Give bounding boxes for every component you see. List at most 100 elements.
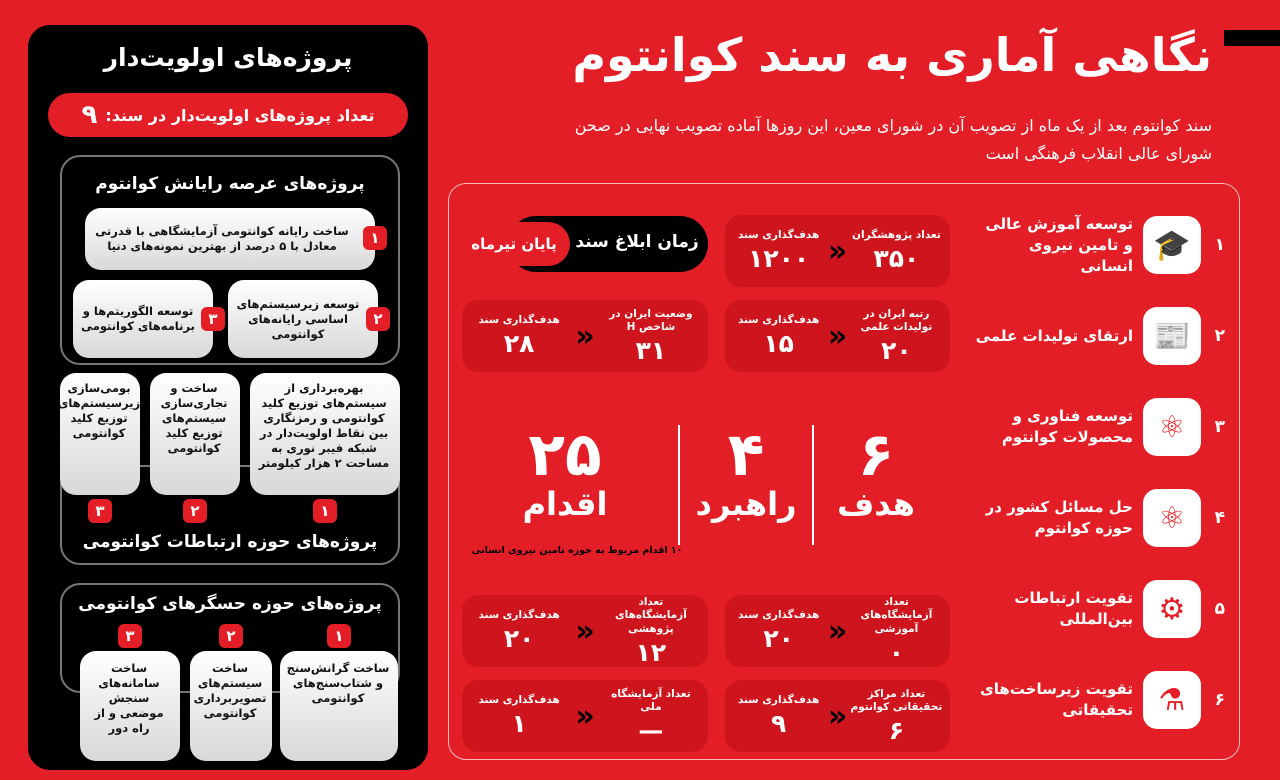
stat-target-label: هدف‌گذاری سند [478,694,560,707]
computing-box: پروژه‌های عرصه رایانش کوانتوم [60,155,400,365]
stat-target: هدف‌گذاری سند ۲۰ [733,609,825,652]
priority-projects-panel: پروژه‌های اولویت‌دار تعداد پروژه‌های اول… [28,25,428,770]
goal-item: ۴ ⚛ حل مسائل کشور در حوزه کوانتوم [975,483,1225,553]
project-number-badge: ۲ [219,624,243,648]
stat-target-label: هدف‌گذاری سند [737,229,820,242]
stat-value: ۲۰ [881,335,912,365]
count-label: تعداد پروژه‌های اولویت‌دار در سند: [105,105,375,125]
strategies-count: ۴ [727,420,765,490]
goal-text: حل مسائل کشور در حوزه کوانتوم [985,498,1133,537]
stat-label: وضعیت ایران در شاخص H [609,307,693,334]
summary-strategies: ۴ راهبرد [682,425,810,523]
goal-text: تقویت زیرساخت‌های تحقیقاتی [979,680,1133,719]
double-chevron-left-icon: « [827,318,848,354]
stat-card: وضعیت ایران در شاخص H ۳۱ « هدف‌گذاری سند ۲۸ [462,300,708,372]
stat-card: تعداد آزمایشگاه‌های پژوهشی ۱۲ « هدف‌گذاری س… [462,595,708,667]
communication-project-card: بومی‌سازی زیرسیستم‌های توزیع کلید کوانتو… [58,373,140,495]
goal-item: ۵ ⚙ تقویت ارتباطات بین‌المللی [975,574,1225,644]
stat-current: تعداد پژوهشگران ۳۵۰ [850,229,942,272]
double-chevron-left-icon: « [827,613,848,649]
page-title: نگاهی آماری به سند کوانتوم [572,28,1212,82]
sensors-project-card: ساخت سامانه‌های سنجش موضعی و از راه دور [80,651,180,761]
goal-text: تقویت ارتباطات بین‌المللی [1014,589,1133,628]
actions-count: ۲۵ [528,420,602,490]
stat-value: ۰ [888,637,905,667]
stat-current: وضعیت ایران در شاخص H ۳۱ [605,308,697,365]
goal-text: توسعه آموزش عالی و تامین نیروی انسانی [985,214,1133,275]
stat-card: تعداد آزمایشگاه‌های آموزشی ۰ «هدف‌گذاری سن… [725,595,950,667]
sensors-project-card: ساخت سیستم‌های تصویربرداری کوانتومی [190,651,272,761]
double-chevron-left-icon: « [827,698,848,734]
subtitle: سند کوانتوم بعد از یک ماه از تصویب آن در… [574,116,1212,163]
stat-card: تعداد آزمایشگاه ملی — « هدف‌گذاری سند ۱ [462,680,708,752]
stat-current: تعداد مراکز تحقیقاتی کوانتوم ۶ [850,688,942,745]
actions-note: ۱۰ اقدام مربوط به حوزه تامین نیروی انسان… [471,545,683,556]
goal-item: ۶ ⚗ تقویت زیرساخت‌های تحقیقاتی [975,665,1225,735]
stat-target-value: ۲۰ [763,624,794,654]
goal-text: توسعه فناوری و محصولات کوانتوم [1001,407,1133,446]
stat-value: — [638,715,664,745]
goal-number: ۱ [1214,235,1225,255]
project-number-badge: ۲ [366,307,390,331]
goal-number: ۳ [1214,417,1225,437]
goals-word: هدف [837,485,915,523]
stat-target: هدف‌گذاری سند ۱۵ [733,314,825,357]
release-label: زمان ابلاغ سند [575,232,699,252]
stat-target-label: هدف‌گذاری سند [737,694,820,707]
project-number-badge: ۱ [313,499,337,523]
stat-value: ۶ [888,715,905,745]
computing-project-card: توسعه الگوریتم‌ها و برنامه‌های کوانتومی [73,280,213,358]
stat-current: رتبه ایران در تولیدات علمی ۲۰ [850,308,942,365]
double-chevron-left-icon: « [575,698,595,734]
goals-count: ۶ [857,420,895,490]
stat-label: تعداد آزمایشگاه‌های آموزشی [860,595,933,636]
stat-value: ۳۱ [635,335,667,365]
stat-card: رتبه ایران در تولیدات علمی ۲۰ «هدف‌گذاری س… [725,300,950,372]
stat-target-label: هدف‌گذاری سند [478,314,560,327]
actions-word: اقدام [522,485,608,523]
stat-target-value: ۱۲۰۰ [748,244,810,274]
project-number-badge: ۳ [88,499,112,523]
goal-number: ۴ [1214,508,1225,528]
goal-text: ارتقای تولیدات علمی [975,326,1133,345]
stat-target-value: ۱ [511,709,527,739]
sensors-project-card: ساخت گرانش‌سنج و شتاب‌سنج‌های کوانتومی [280,651,398,761]
stat-label: رتبه ایران در تولیدات علمی [860,307,933,334]
stat-target: هدف‌گذاری سند ۱۲۰۰ [733,229,825,272]
communication-title: پروژه‌های حوزه ارتباطات کوانتومی [82,532,378,552]
communication-project-card: ساخت و تجاری‌سازی سیستم‌های توزیع کلید ک… [150,373,240,495]
divider [812,425,814,545]
goal-item: ۲ 📰 ارتقای تولیدات علمی [975,301,1225,371]
newspaper-icon: 📰 [1143,307,1201,365]
goal-number: ۶ [1214,690,1225,710]
count-value: ۹ [81,100,98,130]
summary-actions: ۲۵ اقدام [490,425,640,523]
stat-target-value: ۲۰ [503,624,535,654]
stat-target-value: ۲۸ [503,329,535,359]
stat-value: ۳۵۰ [873,244,920,274]
stat-target-value: ۹ [770,709,787,739]
stat-label: تعداد آزمایشگاه ملی [611,687,691,714]
double-chevron-left-icon: « [827,233,848,269]
stat-target-label: هدف‌گذاری سند [478,609,560,622]
priority-title: پروژه‌های اولویت‌دار [103,43,353,72]
strategies-word: راهبرد [695,485,797,523]
project-number-badge: ۳ [118,624,142,648]
stat-target: هدف‌گذاری سند ۲۸ [473,314,565,357]
computing-project-card: ساخت رایانه کوانتومی آزمایشگاهی با قدرتی… [85,208,375,270]
stat-current: تعداد آزمایشگاه‌های آموزشی ۰ [850,596,942,666]
communication-project-card: بهره‌برداری از سیستم‌های توزیع کلید کوان… [250,373,400,495]
divider [678,425,680,545]
computing-project-card: توسعه زیرسیستم‌های اساسی رایانه‌های کوان… [228,280,378,358]
stat-target-value: ۱۵ [763,329,794,359]
stat-card: تعداد مراکز تحقیقاتی کوانتوم ۶ «هدف‌گذاری … [725,680,950,752]
stat-target-label: هدف‌گذاری سند [737,609,820,622]
stats-frame [448,183,1240,760]
sensors-title: پروژه‌های حوزه حسگرهای کوانتومی [78,594,382,614]
stat-target: هدف‌گذاری سند ۹ [733,694,825,737]
release-value: پایان تیرماه [458,222,570,266]
stat-label: تعداد مراکز تحقیقاتی کوانتوم [850,687,943,714]
stat-value: ۱۲ [635,637,667,667]
summary-goals: ۶ هدف [816,425,936,523]
priority-count-pill: تعداد پروژه‌های اولویت‌دار در سند: ۹ [48,93,408,137]
